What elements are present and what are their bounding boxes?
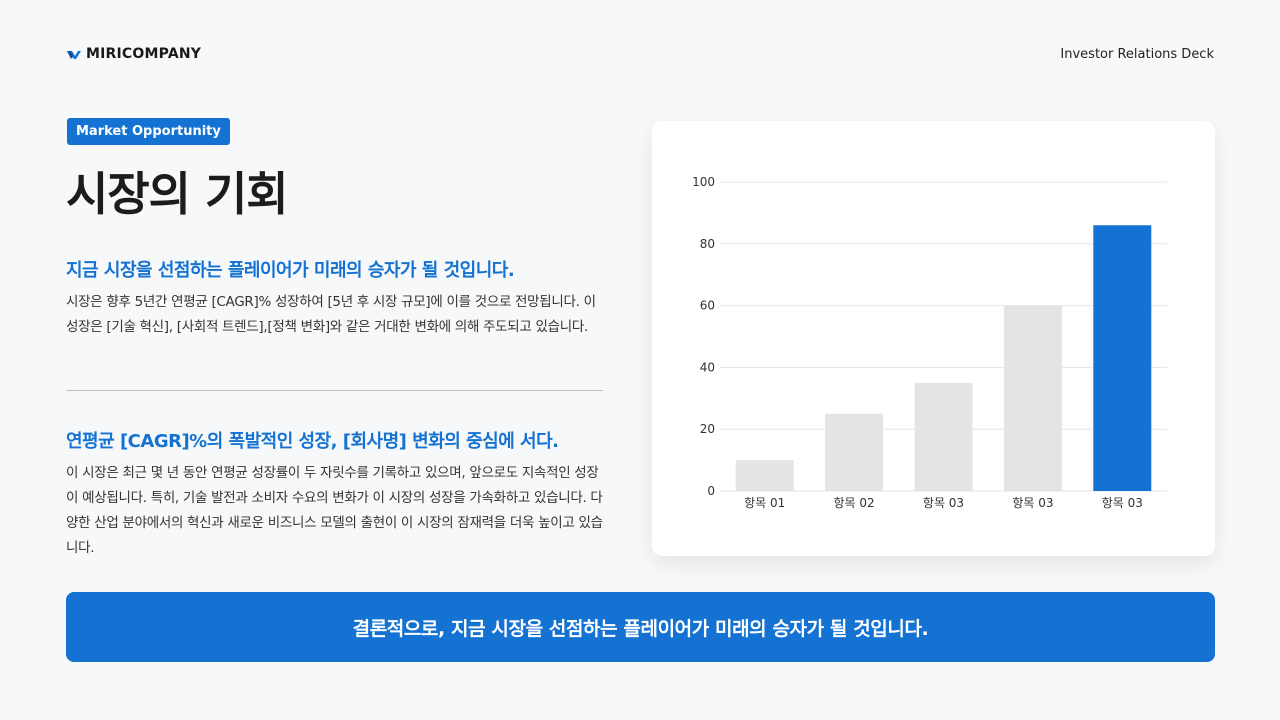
conclusion-text: 결론적으로, 지금 시장을 선점하는 플레이어가 미래의 승자가 될 것입니다.: [352, 617, 929, 640]
conclusion-banner: 결론적으로, 지금 시장을 선점하는 플레이어가 미래의 승자가 될 것입니다.: [66, 592, 1215, 662]
chart-card: 0 20 40 60 80 100 항목 01 항목 02 항목 03 항목 03 항목 03: [652, 121, 1215, 556]
section-heading: 연평균 [CAGR]%의 폭발적인 성장, [회사명] 변화의 중심에 서다.: [66, 431, 559, 452]
y-tick-label: 20: [700, 422, 715, 436]
bar-chart: 0 20 40 60 80 100 항목 01 항목 02 항목 03 항목 03 항목 03: [692, 175, 1167, 510]
section-market-leader: 지금 시장을 선점하는 플레이어가 미래의 승자가 될 것입니다. 시장은 향후…: [66, 256, 606, 340]
divider: [66, 390, 603, 391]
y-tick-label: 40: [700, 360, 715, 374]
x-tick-label: 항목 03: [923, 496, 964, 510]
x-tick-label: 항목 02: [834, 496, 875, 510]
bar: [1093, 225, 1152, 491]
page-title: 시장의 기회: [66, 167, 289, 221]
bar: [914, 382, 973, 491]
section-heading: 지금 시장을 선점하는 플레이어가 미래의 승자가 될 것입니다.: [66, 260, 515, 281]
brand-name: MIRICOMPANY: [86, 46, 202, 62]
deck-title: Investor Relations Deck: [1060, 47, 1214, 62]
x-tick-label: 항목 03: [1102, 496, 1143, 510]
y-tick-label: 80: [700, 237, 715, 251]
section-body: 이 시장은 최근 몇 년 동안 연평균 성장률이 두 자릿수를 기록하고 있으며…: [66, 465, 603, 556]
y-tick-label: 60: [700, 299, 715, 313]
logo[interactable]: MIRICOMPANY: [66, 46, 201, 62]
x-tick-label: 항목 01: [744, 496, 785, 510]
section-growth: 연평균 [CAGR]%의 폭발적인 성장, [회사명] 변화의 중심에 서다. …: [66, 427, 606, 561]
bar: [1003, 305, 1062, 491]
bar: [735, 460, 794, 491]
section-badge: Market Opportunity: [67, 118, 230, 145]
y-tick-label: 0: [707, 484, 715, 498]
section-body: 시장은 향후 5년간 연평균 [CAGR]% 성장하여 [5년 후 시장 규모]…: [66, 294, 596, 335]
top-bar: MIRICOMPANY Investor Relations Deck: [66, 46, 1214, 66]
y-tick-label: 100: [692, 175, 715, 189]
x-tick-label: 항목 03: [1012, 496, 1053, 510]
bar: [825, 413, 884, 491]
brand-logo-icon: [67, 51, 81, 59]
